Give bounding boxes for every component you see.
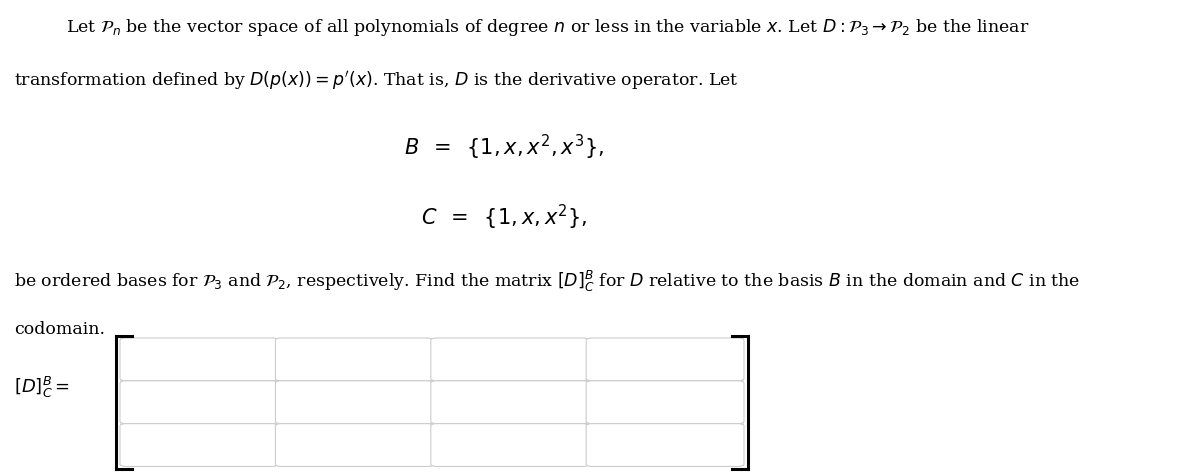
Text: codomain.: codomain. [14, 321, 106, 338]
Text: $\mathit{C}  \;\; = \;\;  \{1, x, x^2\},$: $\mathit{C} \;\; = \;\; \{1, x, x^2\},$ [421, 202, 587, 231]
Text: be ordered bases for $\mathcal{P}_3$ and $\mathcal{P}_2$, respectively. Find the: be ordered bases for $\mathcal{P}_3$ and… [14, 269, 1081, 294]
Text: $[D]_{\mathit{C}}^{\mathit{B}} =$: $[D]_{\mathit{C}}^{\mathit{B}} =$ [14, 376, 71, 400]
Text: Let $\mathcal{P}_n$ be the vector space of all polynomials of degree $n$ or less: Let $\mathcal{P}_n$ be the vector space … [66, 17, 1030, 38]
Text: transformation defined by $D(p(x)) = p^{\prime}(x)$. That is, $D$ is the derivat: transformation defined by $D(p(x)) = p^{… [14, 69, 739, 92]
Text: $\mathit{B}  \;\; = \;\;  \{1, x, x^2, x^3\},$: $\mathit{B} \;\; = \;\; \{1, x, x^2, x^3… [404, 133, 604, 162]
